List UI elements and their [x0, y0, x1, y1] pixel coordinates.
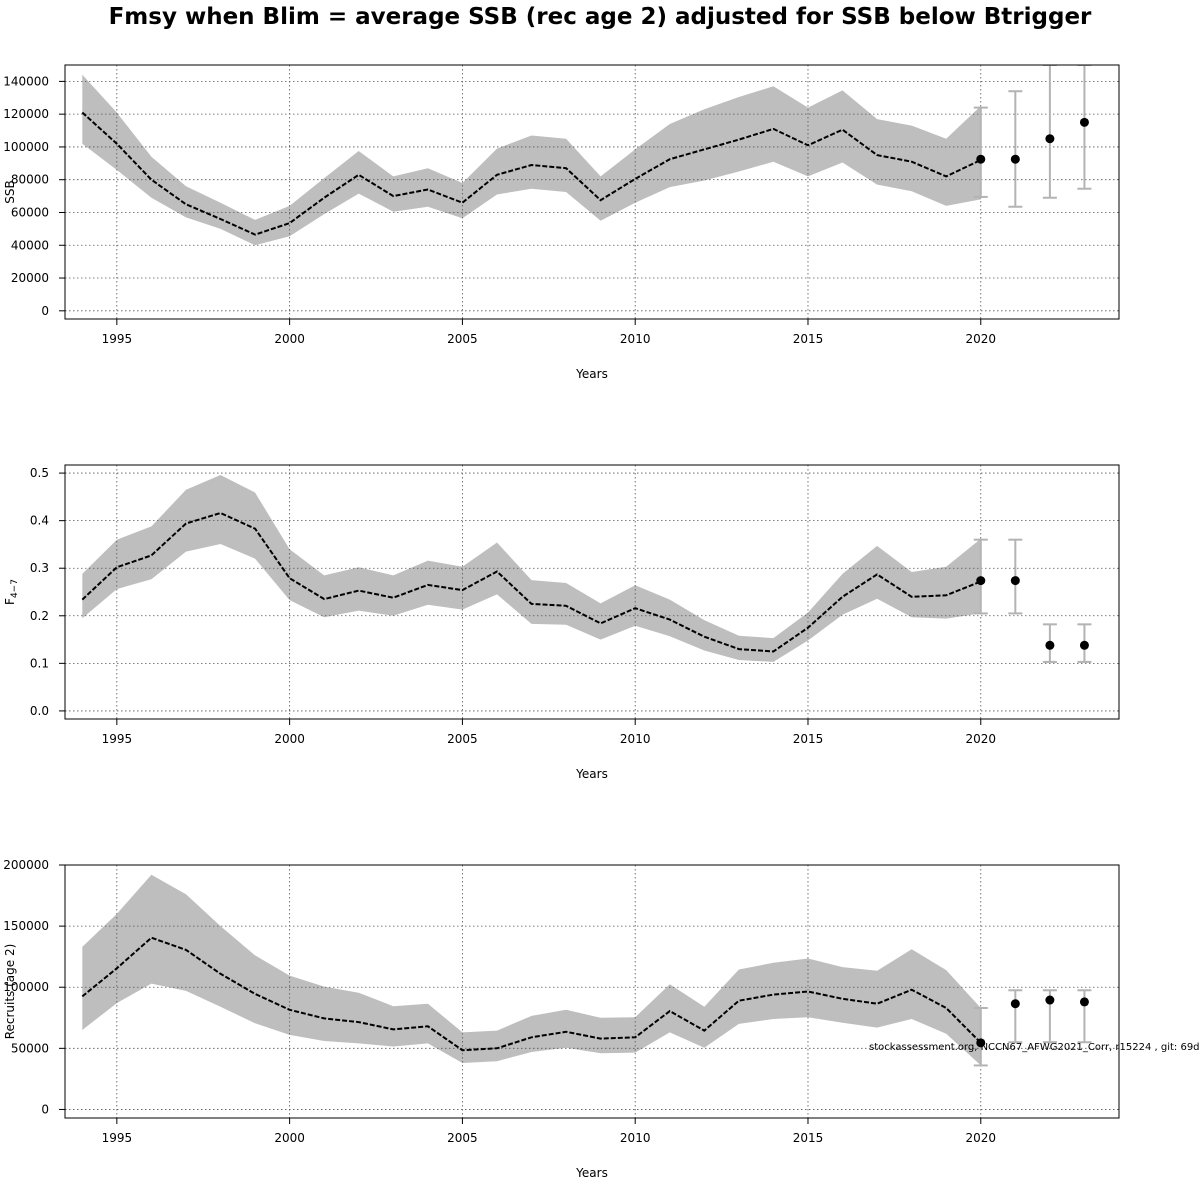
x-tick-label: 2015 [793, 332, 824, 346]
projection-point [976, 154, 986, 164]
y-tick-label: 0 [41, 304, 49, 318]
x-tick-label: 2020 [965, 1131, 996, 1145]
y-axis-title: F4−7 [3, 579, 20, 605]
x-tick-label: 2015 [793, 1131, 824, 1145]
y-tick-label: 20000 [11, 271, 49, 285]
panel-3: 1995 2000 2005 2010 2015 2020 0 50000 100000 1500… [3, 858, 1120, 1180]
x-tick-label: 2000 [274, 1131, 305, 1145]
y-tick-label: 50000 [11, 1041, 49, 1055]
plot-frame [64, 864, 1120, 1119]
x-tick-label: 2020 [965, 332, 996, 346]
plot-frame [64, 64, 1120, 320]
projection-point [976, 576, 986, 586]
y-axis-title-subscript: 4−7 [10, 579, 20, 598]
figure-title: Fmsy when Blim = average SSB (rec age 2)… [109, 4, 1092, 30]
footnote: stockassessment.org, NCCN67_AFWG2021_Cor… [869, 1042, 1200, 1053]
x-tick-label: 2000 [274, 732, 305, 746]
panel-2: 1995 2000 2005 2010 2015 2020 0.0 0.1 0.2 0.3 0.4 0… [3, 464, 1120, 781]
projection-point [1045, 134, 1055, 144]
x-axis-title: Years [575, 1166, 608, 1180]
x-tick-label: 2005 [447, 732, 478, 746]
x-tick-label: 2005 [447, 332, 478, 346]
projection-point [1010, 999, 1020, 1009]
projection-error-bar [973, 106, 988, 198]
y-tick-label: 100000 [3, 980, 49, 994]
projection-point [1010, 154, 1020, 164]
panel-1: 1995 2000 2005 2010 2015 2020 0 20000 40000 60000… [3, 64, 1120, 381]
estimate-line [81, 111, 982, 236]
y-tick-label: 60000 [11, 205, 49, 219]
projection-point [1045, 640, 1055, 650]
projection-point [1010, 576, 1020, 586]
plot-frame [64, 464, 1120, 720]
projection-error-bar [1077, 65, 1092, 190]
projection-error-bar [1008, 90, 1023, 208]
projection-error-bar [1008, 989, 1023, 1044]
x-tick-label: 1995 [102, 332, 133, 346]
y-tick-label: 0.1 [30, 656, 49, 670]
x-axis-title: Years [575, 767, 608, 781]
projection-point [1079, 117, 1089, 127]
y-tick-label: 140000 [3, 74, 49, 88]
confidence-band [82, 74, 981, 246]
projection-error-bar [973, 1007, 988, 1067]
x-tick-label: 1995 [102, 1131, 133, 1145]
x-tick-label: 2010 [620, 732, 651, 746]
y-tick-label: 200000 [3, 858, 49, 872]
y-tick-label: 120000 [3, 107, 49, 121]
y-tick-label: 0 [41, 1102, 49, 1116]
estimate-line [81, 511, 982, 653]
y-tick-label: 40000 [11, 238, 49, 252]
projection-point [976, 1038, 986, 1048]
projection-point [1045, 995, 1055, 1005]
y-tick-label: 0.3 [30, 561, 49, 575]
x-tick-label: 2020 [965, 732, 996, 746]
x-tick-label: 2005 [447, 1131, 478, 1145]
x-tick-label: 1995 [102, 732, 133, 746]
x-tick-label: 2015 [793, 732, 824, 746]
projection-error-bar [1042, 65, 1057, 199]
y-tick-label: 0.4 [30, 514, 49, 528]
confidence-band [82, 874, 981, 1066]
y-tick-label: 0.0 [30, 704, 49, 718]
x-axis-title: Years [575, 367, 608, 381]
y-tick-label: 0.2 [30, 609, 49, 623]
estimate-line [81, 936, 982, 1052]
y-tick-label: 150000 [3, 919, 49, 933]
x-tick-label: 2010 [620, 332, 651, 346]
projection-point [1079, 997, 1089, 1007]
y-axis-title: SSB [3, 180, 17, 203]
x-tick-label: 2000 [274, 332, 305, 346]
y-tick-label: 0.5 [30, 466, 49, 480]
y-tick-label: 100000 [3, 140, 49, 154]
y-axis-title: Recruits (age 2) [3, 944, 17, 1040]
projection-point [1079, 640, 1089, 650]
panels: 1995 2000 2005 2010 2015 20200200004000060000… [3, 64, 1120, 1180]
y-tick-label: 80000 [11, 173, 49, 187]
x-tick-label: 2010 [620, 1131, 651, 1145]
